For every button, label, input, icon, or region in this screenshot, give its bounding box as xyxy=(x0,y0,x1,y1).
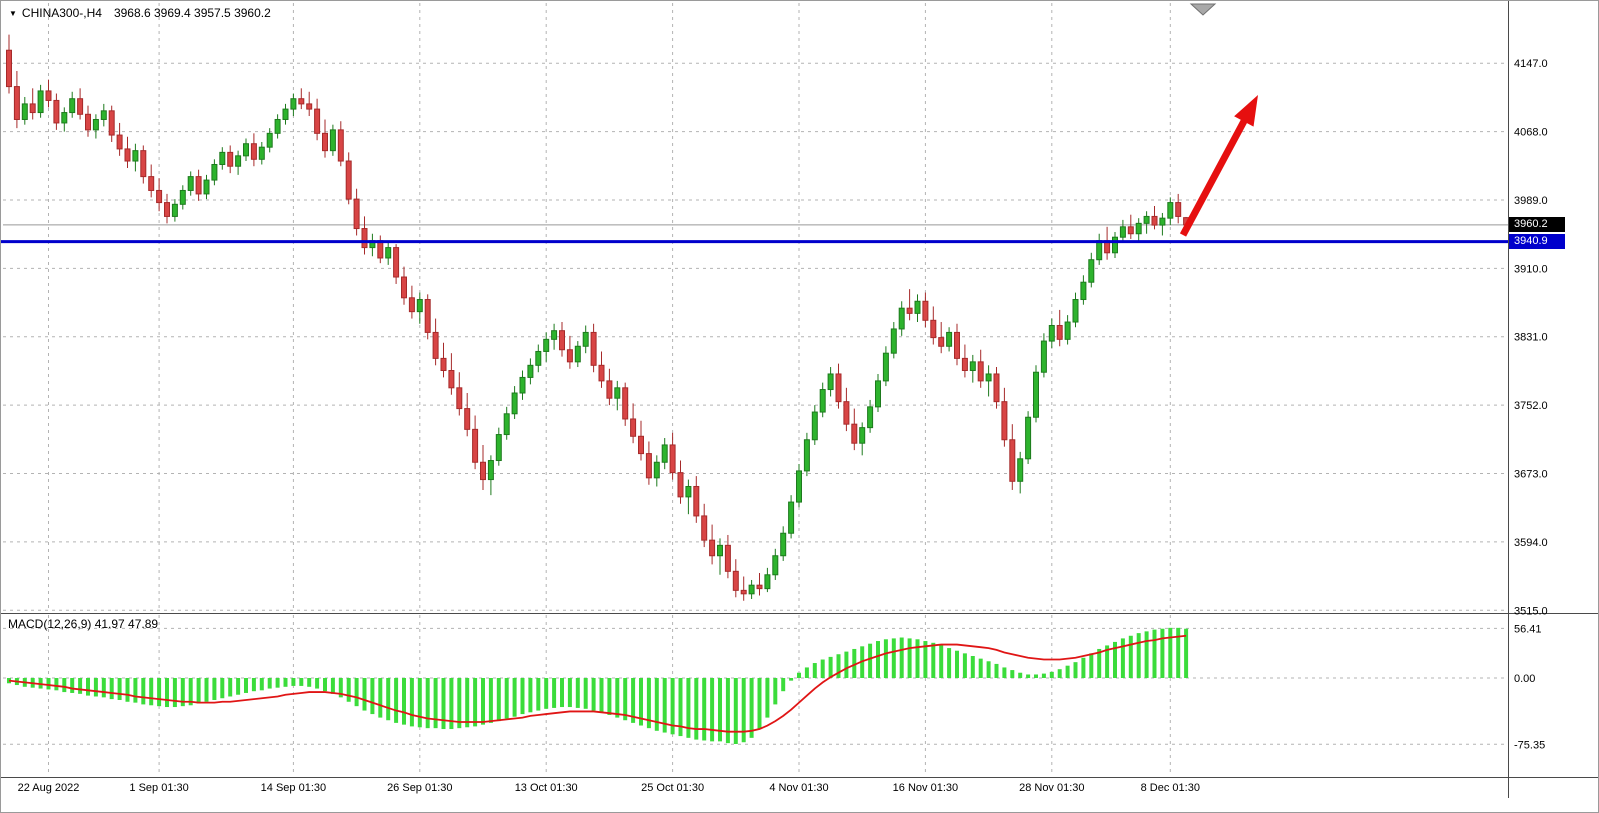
price-tick-label: 4147.0 xyxy=(1514,58,1548,70)
price-axis[interactable]: 4147.0 4068.0 3989.0 3910.0 3831.0 3752.0 3673… xyxy=(1514,58,1548,617)
time-tick-label: 26 Sep 01:30 xyxy=(387,782,452,794)
grid-layer xyxy=(3,3,1508,776)
macd-signal-line xyxy=(8,634,1187,733)
time-axis[interactable]: 22 Aug 2022 1 Sep 01:30 14 Sep 01:30 26 Sep… xyxy=(18,782,1200,794)
symbol-dropdown-icon[interactable]: ▼ xyxy=(9,8,17,18)
hline-price-badge: 3940.9 xyxy=(1509,234,1565,250)
time-tick-label: 13 Oct 01:30 xyxy=(515,782,578,794)
ohlc-values: 3968.6 3969.4 3957.5 3960.2 xyxy=(113,6,271,20)
price-tick-label: 4068.0 xyxy=(1514,127,1548,139)
time-tick-label: 22 Aug 2022 xyxy=(18,782,80,794)
macd-tick-label: 56.41 xyxy=(1514,623,1542,635)
price-tick-label: 3594.0 xyxy=(1514,537,1548,549)
time-tick-label: 14 Sep 01:30 xyxy=(261,782,326,794)
time-tick-label: 1 Sep 01:30 xyxy=(129,782,188,794)
macd-axis[interactable]: 56.41 0.00 -75.35 xyxy=(1514,623,1545,751)
price-tick-label: 3752.0 xyxy=(1514,400,1548,412)
price-tick-label: 3515.0 xyxy=(1514,605,1548,617)
macd-label: MACD(12,26,9) 41.97 47.89 xyxy=(8,617,159,631)
time-tick-label: 8 Dec 01:30 xyxy=(1141,782,1200,794)
macd-histogram-layer xyxy=(7,627,1189,744)
time-tick-label: 16 Nov 01:30 xyxy=(893,782,958,794)
price-tick-label: 3910.0 xyxy=(1514,263,1548,275)
time-tick-label: 25 Oct 01:30 xyxy=(641,782,704,794)
time-tick-label: 28 Nov 01:30 xyxy=(1019,782,1084,794)
price-tick-label: 3989.0 xyxy=(1514,195,1548,207)
separators xyxy=(1,1,1598,798)
symbol-label: CHINA300-,H4 xyxy=(21,6,102,20)
symbol-header: ▼ CHINA300-,H4 3968.6 3969.4 3957.5 3960… xyxy=(9,6,271,20)
macd-tick-label: -75.35 xyxy=(1514,739,1545,751)
time-tick-label: 4 Nov 01:30 xyxy=(769,782,828,794)
price-tick-label: 3831.0 xyxy=(1514,332,1548,344)
current-price-badge: 3960.2 xyxy=(1509,217,1565,233)
macd-tick-label: 0.00 xyxy=(1514,673,1535,685)
trend-arrow[interactable] xyxy=(1179,95,1258,237)
candles-layer xyxy=(6,34,1190,601)
price-tick-label: 3673.0 xyxy=(1514,469,1548,481)
object-anchor-marker[interactable] xyxy=(1189,3,1217,16)
